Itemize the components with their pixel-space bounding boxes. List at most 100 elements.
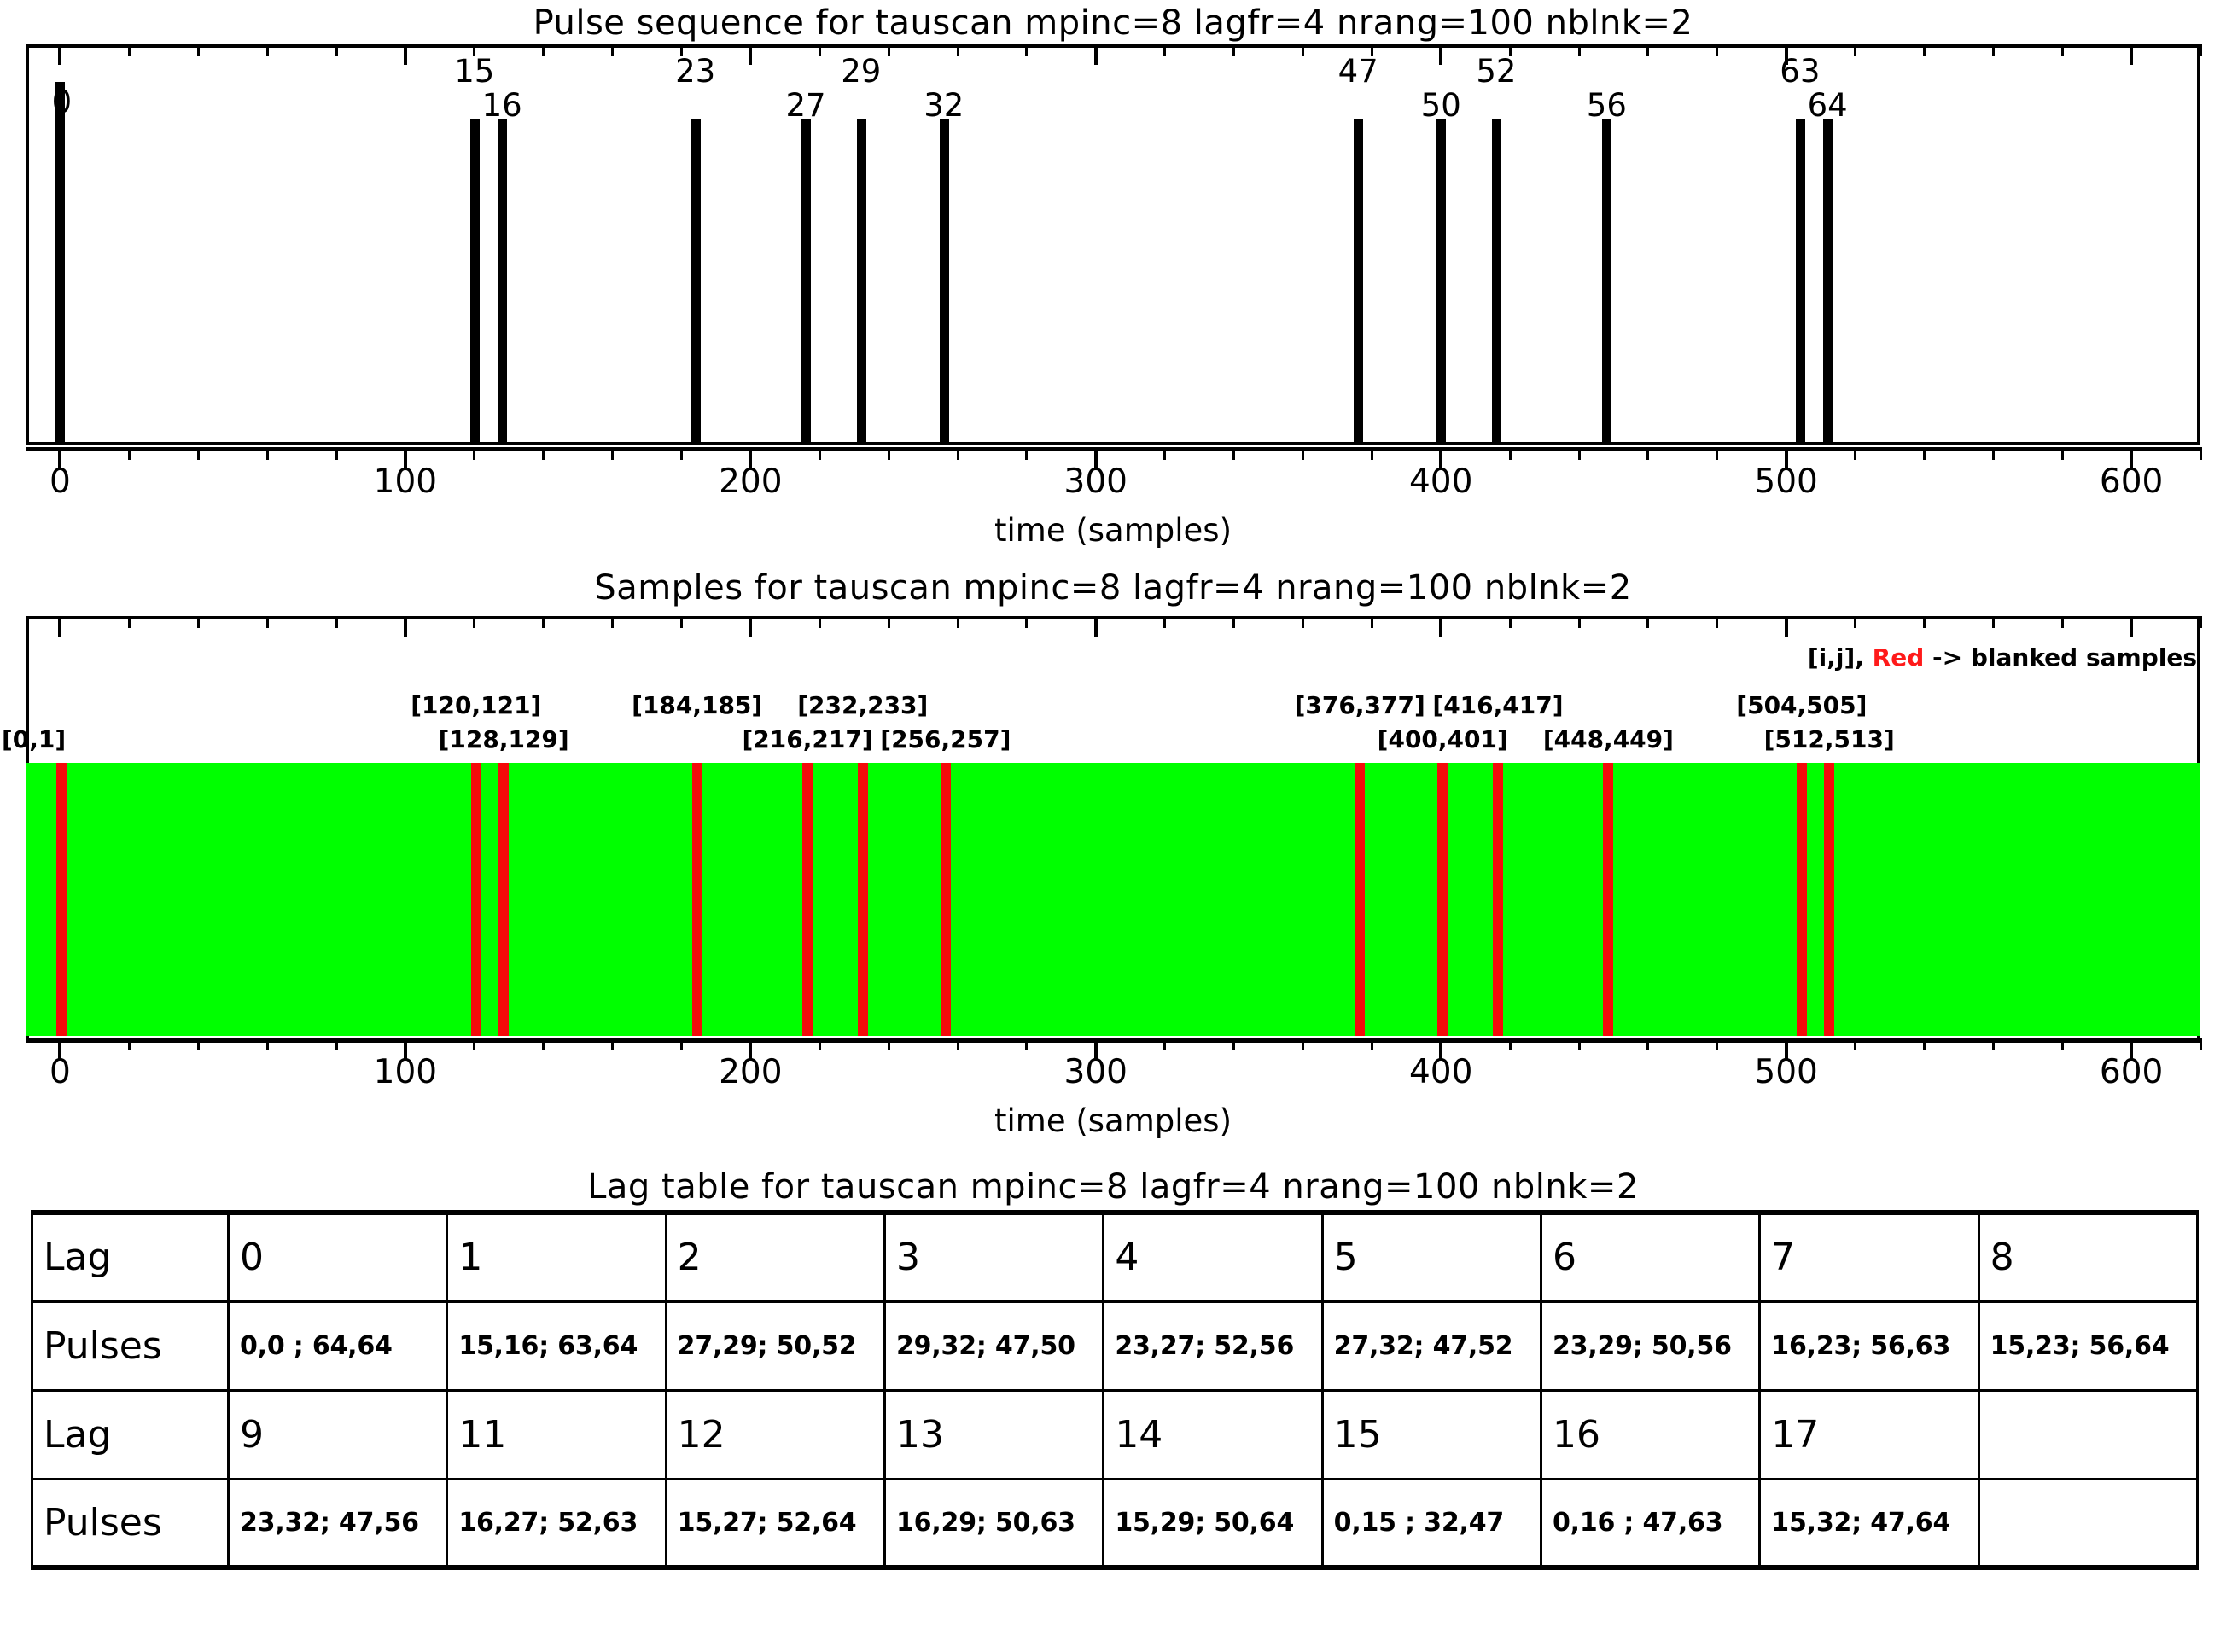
axis-tick-label: 100 bbox=[373, 1053, 438, 1091]
blanked-sample-stripe bbox=[1492, 763, 1503, 1036]
legend-prefix: [i,j], bbox=[1807, 643, 1873, 672]
lag-value-cell: 8 bbox=[1977, 1210, 2200, 1303]
minor-tick bbox=[956, 44, 959, 56]
panel2-axis-title: time (samples) bbox=[994, 1102, 1232, 1139]
blanked-sample-stripe bbox=[470, 763, 481, 1036]
lag-value-cell: 4 bbox=[1102, 1210, 1324, 1303]
minor-tick bbox=[1025, 447, 1029, 460]
panel1-axis-title: time (samples) bbox=[994, 512, 1232, 549]
minor-tick bbox=[542, 44, 545, 56]
minor-tick bbox=[1922, 616, 1926, 628]
minor-tick bbox=[196, 447, 200, 460]
blanked-sample-stripe bbox=[857, 763, 868, 1036]
blanked-samples-legend: [i,j], Red -> blanked samples bbox=[1808, 643, 2197, 672]
major-tick bbox=[1093, 44, 1098, 65]
lag-value-cell: 11 bbox=[446, 1388, 667, 1480]
minor-tick bbox=[1508, 447, 1512, 460]
minor-tick bbox=[473, 447, 476, 460]
minor-tick bbox=[1163, 447, 1167, 460]
minor-tick bbox=[1991, 616, 1995, 628]
blanked-sample-label: [184,185] bbox=[632, 691, 763, 719]
lagtable-title: Lag table for tauscan mpinc=8 lagfr=4 nr… bbox=[587, 1167, 1639, 1207]
minor-tick bbox=[1301, 616, 1304, 628]
pulse-bar bbox=[1354, 119, 1364, 442]
pulses-value-cell: 15,29; 50,64 bbox=[1102, 1477, 1324, 1570]
pulse-sequence-plot: 0 15 16 23 27 29 32 47 50 52 56 63 64 bbox=[26, 44, 2202, 445]
pulse-bar bbox=[498, 119, 508, 442]
lag-value-cell: 13 bbox=[883, 1388, 1105, 1480]
blanked-sample-label: [448,449] bbox=[1542, 725, 1674, 753]
major-tick bbox=[1093, 1038, 1098, 1060]
minor-tick bbox=[887, 44, 890, 56]
major-tick bbox=[2130, 616, 2134, 637]
blanked-sample-label: [128,129] bbox=[438, 725, 569, 753]
blanked-sample-stripe bbox=[1355, 763, 1366, 1036]
major-tick bbox=[58, 44, 62, 65]
minor-tick bbox=[1163, 616, 1167, 628]
major-tick bbox=[2130, 44, 2134, 65]
minor-tick bbox=[1854, 447, 1857, 460]
minor-tick bbox=[818, 44, 821, 56]
lag-value-cell: 15 bbox=[1320, 1388, 1542, 1480]
table-row: Lag 0 1 2 3 4 5 6 7 8 bbox=[31, 1210, 2200, 1303]
axis-tick-label: 400 bbox=[1408, 462, 1473, 501]
blanked-sample-stripe bbox=[1796, 763, 1807, 1036]
blanked-sample-stripe bbox=[1437, 763, 1448, 1036]
pulse-number-label: 64 bbox=[1807, 87, 1848, 124]
minor-tick bbox=[956, 447, 959, 460]
minor-tick bbox=[473, 616, 476, 628]
axis-tick-label: 500 bbox=[1754, 1053, 1818, 1091]
legend-red-word: Red bbox=[1872, 643, 1925, 672]
minor-tick bbox=[542, 616, 545, 628]
minor-tick bbox=[611, 616, 615, 628]
minor-tick bbox=[1854, 616, 1857, 628]
pulse-number-label: 0 bbox=[51, 84, 73, 120]
minor-tick bbox=[2060, 447, 2064, 460]
pulses-value-cell: 29,32; 47,50 bbox=[883, 1300, 1105, 1392]
axis-tick-label: 400 bbox=[1408, 1053, 1473, 1091]
minor-tick bbox=[887, 1038, 890, 1050]
major-tick bbox=[749, 1038, 753, 1060]
minor-tick bbox=[1922, 447, 1926, 460]
blanked-sample-stripe bbox=[691, 763, 702, 1036]
axis-tick-label: 600 bbox=[2099, 462, 2164, 501]
minor-tick bbox=[2199, 44, 2202, 56]
minor-tick bbox=[818, 1038, 821, 1050]
axis-tick-label: 300 bbox=[1063, 462, 1128, 501]
lag-value-cell: 14 bbox=[1102, 1388, 1324, 1480]
blanked-sample-label: [416,417] bbox=[1432, 691, 1564, 719]
major-tick bbox=[403, 616, 407, 637]
minor-tick bbox=[1508, 1038, 1512, 1050]
minor-tick bbox=[1232, 447, 1236, 460]
minor-tick bbox=[1508, 44, 1512, 56]
lag-value-cell: 5 bbox=[1320, 1210, 1542, 1303]
minor-tick bbox=[335, 616, 338, 628]
panel1-x-axis: 0 100 200 300 400 500 600 bbox=[26, 447, 2202, 501]
blanked-sample-label: [232,233] bbox=[797, 691, 929, 719]
minor-tick bbox=[1577, 447, 1581, 460]
major-tick bbox=[1093, 447, 1098, 469]
minor-tick bbox=[679, 447, 683, 460]
minor-tick bbox=[611, 1038, 615, 1050]
minor-tick bbox=[335, 1038, 338, 1050]
major-tick bbox=[749, 616, 753, 637]
axis-tick-label: 200 bbox=[719, 1053, 783, 1091]
lag-value-cell: 12 bbox=[664, 1388, 886, 1480]
minor-tick bbox=[1646, 44, 1650, 56]
pulse-bar bbox=[691, 119, 701, 442]
axis-tick-label: 0 bbox=[50, 1053, 71, 1091]
blanked-sample-label: [400,401] bbox=[1377, 725, 1508, 753]
pulse-bar bbox=[801, 119, 812, 442]
minor-tick bbox=[542, 1038, 545, 1050]
pulses-row-header: Pulses bbox=[31, 1300, 230, 1392]
major-tick bbox=[403, 44, 407, 65]
panel1-plot-frame bbox=[26, 44, 2200, 445]
pulses-value-cell: 0,0 ; 64,64 bbox=[226, 1300, 449, 1392]
lag-value-cell: 3 bbox=[883, 1210, 1105, 1303]
pulses-value-cell: 15,16; 63,64 bbox=[446, 1300, 667, 1392]
minor-tick bbox=[1646, 1038, 1650, 1050]
minor-tick bbox=[818, 447, 821, 460]
pulses-value-cell: 0,15 ; 32,47 bbox=[1320, 1477, 1542, 1570]
pulses-value-cell: 27,32; 47,52 bbox=[1320, 1300, 1542, 1392]
minor-tick bbox=[1370, 1038, 1373, 1050]
